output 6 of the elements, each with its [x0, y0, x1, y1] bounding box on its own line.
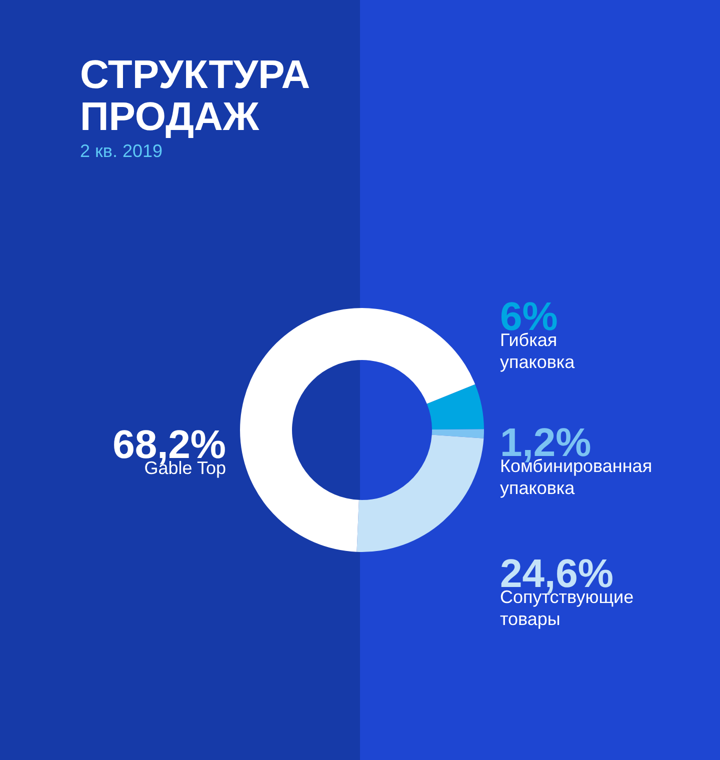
donut-slice	[426, 384, 484, 430]
donut-slice	[432, 429, 484, 438]
chart-title: СТРУКТУРА ПРОДАЖ	[80, 53, 310, 139]
donut-slice	[356, 434, 484, 552]
donut-slice	[240, 308, 476, 552]
chart-subtitle: 2 кв. 2019	[80, 141, 162, 161]
